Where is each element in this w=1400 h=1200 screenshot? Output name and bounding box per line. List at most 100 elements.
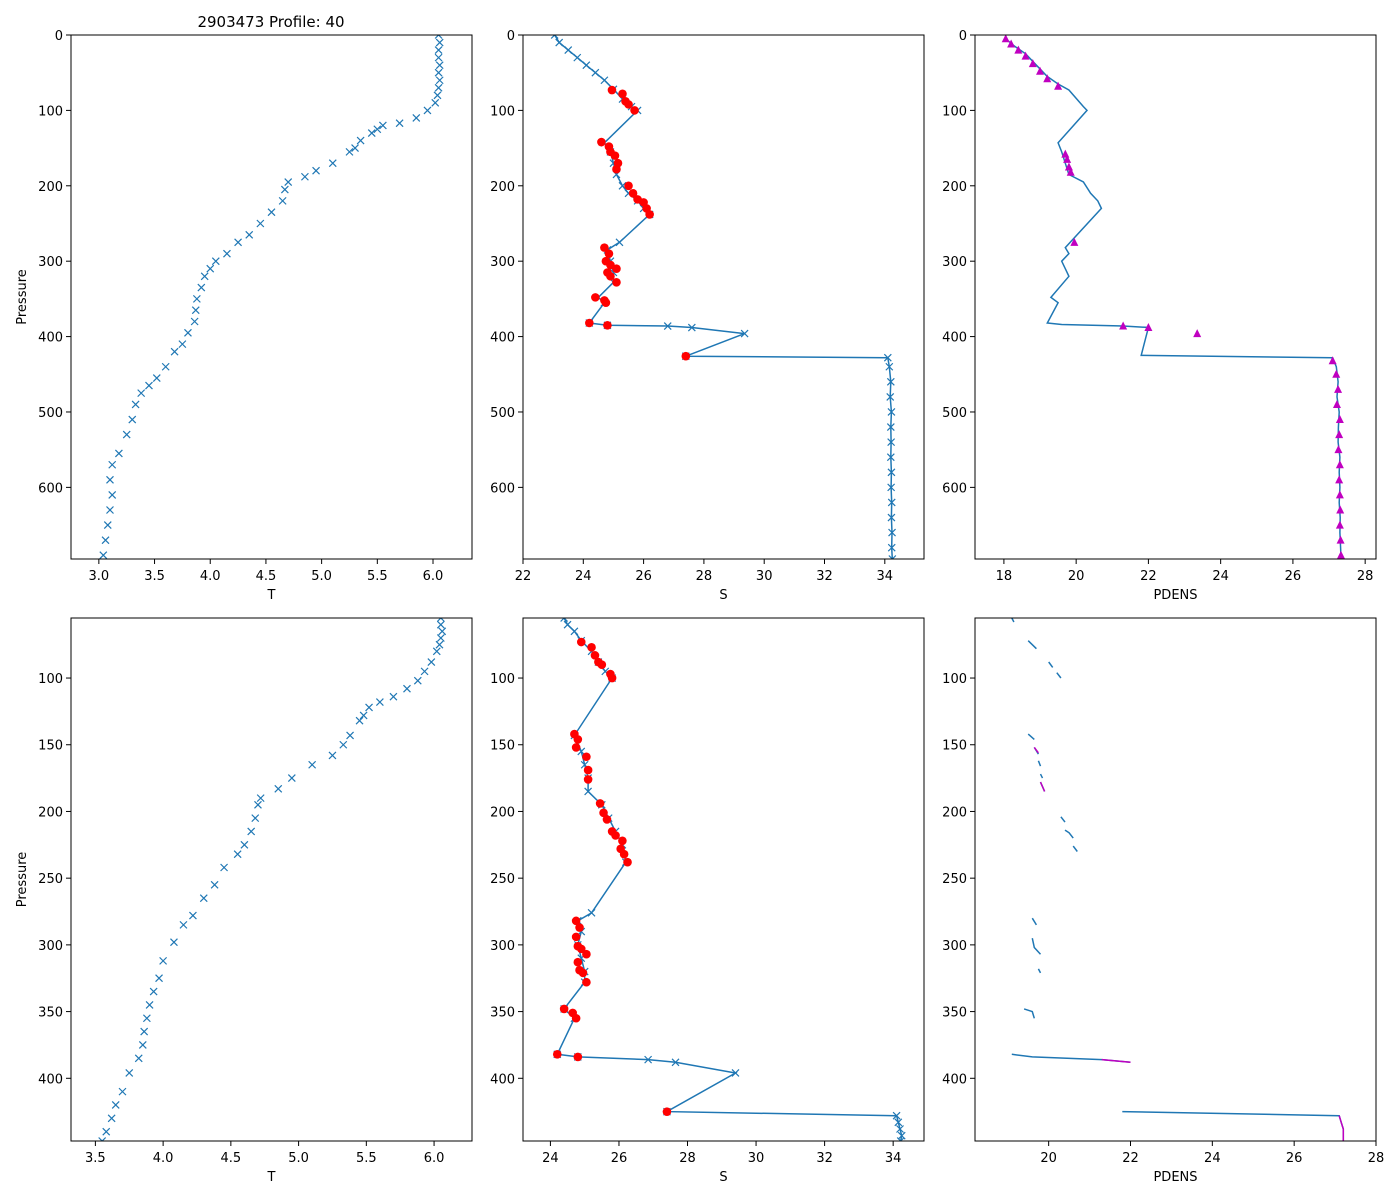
data-point xyxy=(571,1013,581,1023)
data-point-stroke xyxy=(886,392,895,401)
x-tick-label: 28 xyxy=(1368,1151,1385,1166)
data-point-stroke xyxy=(134,1054,143,1063)
chart-top-left: 3.0 3.5 4.0 4.5 5.0 5.5 6.0 0 100 200 300 400 500 600… xyxy=(15,29,473,603)
y-tick-label: 400 xyxy=(490,331,515,346)
data-point-stroke xyxy=(223,249,231,258)
series-t xyxy=(99,35,444,559)
data-point-stroke xyxy=(122,430,131,439)
x-axis-label: T xyxy=(267,588,276,603)
data-point xyxy=(1193,329,1202,338)
series-line-segment xyxy=(1031,938,1042,955)
series-line xyxy=(1005,38,1342,559)
data-point-stroke xyxy=(663,322,672,330)
data-point xyxy=(1119,321,1128,330)
y-tick-label: 350 xyxy=(38,1006,63,1021)
data-point-stroke xyxy=(101,536,110,545)
data-point-stroke xyxy=(587,908,596,917)
chart-bottom-middle: 24 26 28 30 32 34 100 150 200 250 300 350 400 S xyxy=(490,617,925,1185)
y-tick-label: 100 xyxy=(38,104,63,119)
data-point xyxy=(161,362,170,371)
data-point-stroke xyxy=(145,381,153,390)
data-point xyxy=(200,272,209,281)
data-point-stroke xyxy=(247,827,256,836)
data-point xyxy=(206,264,215,273)
data-point-stroke xyxy=(206,264,215,273)
y-tick-label: 500 xyxy=(942,406,967,421)
data-point-stroke xyxy=(887,468,896,477)
data-point xyxy=(106,475,114,484)
series-line-segment xyxy=(1027,733,1035,740)
data-point xyxy=(1336,505,1345,514)
data-point xyxy=(887,513,896,522)
data-point xyxy=(432,647,441,656)
data-point-stroke xyxy=(111,1101,120,1109)
data-point xyxy=(1014,45,1023,54)
series-line-segment xyxy=(1011,618,1015,623)
x-tick-label: 30 xyxy=(756,569,773,584)
data-point xyxy=(211,257,220,266)
data-point xyxy=(892,1111,901,1120)
data-point-stroke xyxy=(365,703,373,712)
series-line-segment xyxy=(1122,1110,1345,1141)
data-point-stroke xyxy=(155,974,163,983)
data-point xyxy=(599,808,608,818)
data-point-stroke xyxy=(178,340,187,349)
data-point-stroke xyxy=(200,272,209,281)
chart-top-right: 18 20 22 24 26 28 0 100 200 300 400 500 600 PDENS xyxy=(942,29,1377,603)
data-point-stroke xyxy=(140,1027,149,1036)
y-tick-label: 400 xyxy=(942,331,967,346)
y-tick-label: 200 xyxy=(490,180,515,195)
y-tick-label: 100 xyxy=(942,104,967,119)
data-point xyxy=(137,389,146,398)
data-point xyxy=(134,1054,143,1063)
x-tick-label: 32 xyxy=(816,569,833,584)
data-point xyxy=(591,293,600,302)
series-line-segment xyxy=(1056,672,1062,679)
data-point-stroke xyxy=(220,863,229,872)
data-point xyxy=(582,61,591,70)
x-axis-label: S xyxy=(719,1170,727,1185)
data-point xyxy=(138,1041,147,1049)
data-point xyxy=(560,618,569,622)
y-tick-label: 300 xyxy=(38,255,63,270)
data-point-stroke xyxy=(375,698,384,706)
series-pdens-flagged xyxy=(1033,746,1345,1141)
data-point xyxy=(240,840,249,849)
data-point xyxy=(885,362,894,371)
data-point-stroke xyxy=(170,347,179,356)
data-point xyxy=(597,660,607,669)
data-point xyxy=(1001,35,1010,43)
data-point-stroke xyxy=(170,938,178,947)
data-point xyxy=(1336,535,1345,544)
y-tick-label: 0 xyxy=(959,29,967,44)
data-point xyxy=(412,114,421,122)
data-point xyxy=(887,468,896,477)
data-point-stroke xyxy=(434,53,443,62)
data-point xyxy=(883,353,892,362)
series-line-segment xyxy=(1101,1058,1131,1064)
y-tick-label: 300 xyxy=(490,939,515,954)
series-s-flagged xyxy=(552,637,672,1116)
figure-title: 2903473 Profile: 40 xyxy=(197,13,344,31)
series-pdens xyxy=(1011,618,1345,1141)
data-point xyxy=(278,196,287,205)
y-tick-label: 200 xyxy=(38,180,63,195)
y-tick-label: 350 xyxy=(490,1006,515,1021)
y-tick-label: 100 xyxy=(490,672,515,687)
data-point-stroke xyxy=(894,1118,903,1127)
data-point-stroke xyxy=(345,147,354,156)
data-point xyxy=(1144,323,1153,332)
data-point-stroke xyxy=(161,362,170,371)
data-point-stroke xyxy=(240,840,249,849)
data-point-stroke xyxy=(254,800,262,809)
plot-area xyxy=(550,35,897,559)
data-point xyxy=(1028,59,1037,68)
x-tick-label: 28 xyxy=(1357,569,1374,584)
data-point-stroke xyxy=(199,894,208,903)
data-point xyxy=(570,627,579,636)
x-tick-label: 22 xyxy=(515,569,532,584)
x-tick-label: 30 xyxy=(748,1151,765,1166)
y-tick-label: 150 xyxy=(490,739,515,754)
data-point xyxy=(887,498,896,507)
y-tick-label: 100 xyxy=(942,672,967,687)
